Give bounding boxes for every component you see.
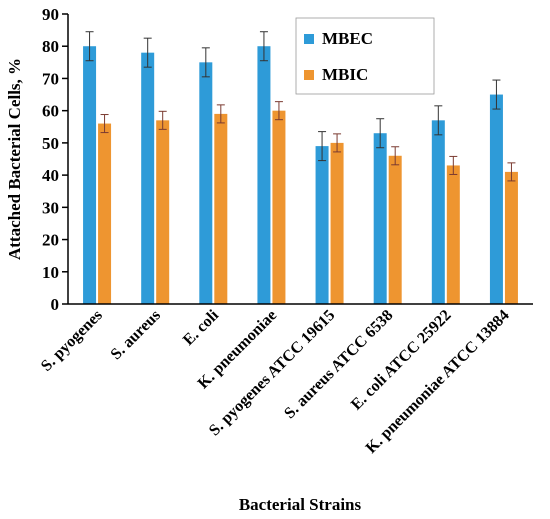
legend-swatch-mbec <box>304 34 314 44</box>
bar-mbec <box>315 146 329 304</box>
x-category-label: S. pyogenes <box>38 307 106 375</box>
x-category-label: S. aureus <box>108 307 164 363</box>
y-tick-label: 80 <box>42 37 59 56</box>
bar-mbec <box>83 46 97 304</box>
y-tick-label: 70 <box>42 69 59 88</box>
bar-mbic <box>156 120 170 304</box>
bar-mbic <box>214 113 228 304</box>
legend-swatch-mbic <box>304 70 314 80</box>
x-category-label: S. aureus ATCC 6538 <box>281 307 396 422</box>
x-category-label: E. coli ATCC 25922 <box>348 307 455 414</box>
bar-mbic <box>388 155 402 304</box>
y-tick-label: 0 <box>51 295 60 314</box>
bar-mbic <box>446 165 460 304</box>
error-bars <box>85 31 516 182</box>
bar-mbec <box>431 120 445 304</box>
bar-mbec <box>141 52 155 304</box>
bar-mbec <box>489 94 503 304</box>
y-tick-label: 50 <box>42 134 59 153</box>
bars <box>83 46 518 305</box>
y-tick-label: 10 <box>42 263 59 282</box>
legend-box <box>295 17 435 95</box>
legend: MBEC MBIC <box>295 17 435 95</box>
bar-mbic <box>98 123 112 304</box>
y-tick-label: 90 <box>42 5 59 24</box>
bar-mbic <box>272 110 286 305</box>
y-tick-label: 40 <box>42 166 59 185</box>
y-tick-label: 60 <box>42 102 59 121</box>
bar-mbec <box>373 133 387 304</box>
bar-mbic <box>504 171 518 304</box>
x-category-label: E. coli <box>180 306 223 349</box>
y-axis-ticks: 0 10 20 30 40 50 60 70 80 90 <box>42 5 68 314</box>
legend-label-mbec: MBEC <box>322 29 373 48</box>
legend-label-mbic: MBIC <box>322 65 368 84</box>
y-tick-label: 20 <box>42 231 59 250</box>
bar-mbic <box>330 142 344 304</box>
bar-mbec <box>257 46 271 304</box>
x-axis-title: Bacterial Strains <box>239 495 362 514</box>
bar-mbec <box>199 62 213 305</box>
y-tick-label: 30 <box>42 198 59 217</box>
y-axis-title: Attached Bacterial Cells, % <box>5 58 24 260</box>
